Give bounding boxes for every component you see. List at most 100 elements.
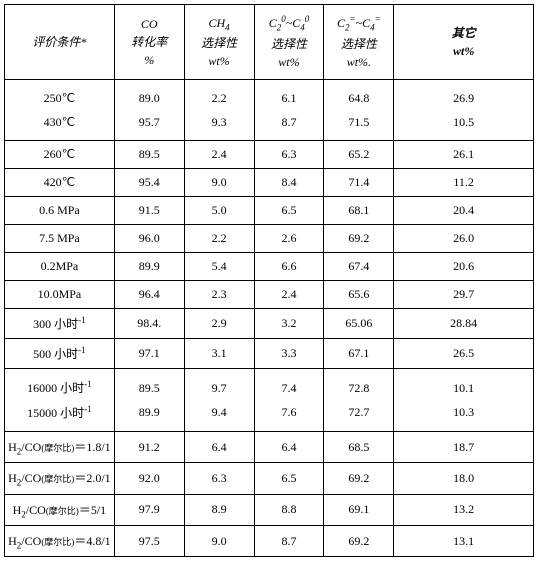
header-c2c4-0: C20~C40 选择性 wt% bbox=[254, 5, 324, 80]
cell-other: 18.7 bbox=[394, 431, 534, 462]
h5-l1: 其它 bbox=[452, 26, 476, 40]
cell-c24-eq: 68.1 bbox=[324, 196, 394, 224]
cell-co: 95.4 bbox=[114, 168, 184, 196]
cell-condition: 420℃ bbox=[5, 168, 115, 196]
header-row: 评价条件* CO 转化率 % CH4 选择性 wt% C20~C40 选择性 w… bbox=[5, 5, 534, 80]
cell-c24-eq: 69.2 bbox=[324, 526, 394, 557]
cell-other: 29.7 bbox=[394, 280, 534, 308]
table-row: 0.6 MPa91.55.06.568.120.4 bbox=[5, 196, 534, 224]
header-condition: 评价条件* bbox=[5, 5, 115, 80]
cell-c24-eq: 65.6 bbox=[324, 280, 394, 308]
table-row: H2/CO(摩尔比)＝2.0/192.06.36.569.218.0 bbox=[5, 463, 534, 494]
h3-l2: 选择性 bbox=[271, 37, 307, 51]
table-row: 250℃430℃89.095.72.29.36.18.764.871.526.9… bbox=[5, 79, 534, 140]
table-row: H2/CO(摩尔比)＝5/197.98.98.869.113.2 bbox=[5, 494, 534, 525]
cell-c24-0: 3.2 bbox=[254, 308, 324, 338]
cell-ch4: 2.3 bbox=[184, 280, 254, 308]
h4-l3: wt%. bbox=[347, 55, 371, 69]
cell-ch4: 3.1 bbox=[184, 338, 254, 368]
header-ch4-sub: 4 bbox=[225, 22, 230, 32]
header-co-l2: 转化率 bbox=[131, 35, 167, 49]
cell-condition: 7.5 MPa bbox=[5, 224, 115, 252]
cell-condition: 500 小时-1 bbox=[5, 338, 115, 368]
cell-c24-0: 6.5 bbox=[254, 463, 324, 494]
cell-c24-0: 8.8 bbox=[254, 494, 324, 525]
cell-condition: H2/CO(摩尔比)＝1.8/1 bbox=[5, 431, 115, 462]
cell-other: 26.0 bbox=[394, 224, 534, 252]
table-row: 16000 小时-115000 小时-189.589.99.79.47.47.6… bbox=[5, 368, 534, 431]
cell-co: 97.1 bbox=[114, 338, 184, 368]
h3-pre: C bbox=[269, 16, 277, 30]
cell-ch4: 9.0 bbox=[184, 168, 254, 196]
cell-c24-eq: 69.2 bbox=[324, 224, 394, 252]
cell-co: 91.5 bbox=[114, 196, 184, 224]
cell-condition: H2/CO(摩尔比)＝5/1 bbox=[5, 494, 115, 525]
cell-condition: 300 小时-1 bbox=[5, 308, 115, 338]
header-other: 其它 wt% bbox=[394, 5, 534, 80]
header-co-l1: CO bbox=[141, 17, 158, 31]
data-table: 评价条件* CO 转化率 % CH4 选择性 wt% C20~C40 选择性 w… bbox=[4, 4, 534, 557]
cell-condition: 10.0MPa bbox=[5, 280, 115, 308]
cell-c24-0: 6.5 bbox=[254, 196, 324, 224]
cell-co: 98.4. bbox=[114, 308, 184, 338]
cell-other: 10.110.3 bbox=[394, 368, 534, 431]
header-co-l3: % bbox=[144, 53, 154, 67]
cell-c24-0: 2.4 bbox=[254, 280, 324, 308]
cell-c24-0: 8.4 bbox=[254, 168, 324, 196]
cell-c24-eq: 72.872.7 bbox=[324, 368, 394, 431]
cell-c24-eq: 69.2 bbox=[324, 463, 394, 494]
header-ch4-l2: 选择性 bbox=[201, 36, 237, 50]
table-row: 7.5 MPa96.02.22.669.226.0 bbox=[5, 224, 534, 252]
cell-c24-eq: 65.2 bbox=[324, 140, 394, 168]
header-ch4-l3: wt% bbox=[208, 54, 229, 68]
cell-ch4: 5.0 bbox=[184, 196, 254, 224]
cell-ch4: 6.3 bbox=[184, 463, 254, 494]
cell-ch4: 8.9 bbox=[184, 494, 254, 525]
cell-condition: 260℃ bbox=[5, 140, 115, 168]
header-condition-label: 评价条件* bbox=[32, 35, 86, 49]
cell-c24-0: 8.7 bbox=[254, 526, 324, 557]
header-c2c4-eq: C2=~C4= 选择性 wt%. bbox=[324, 5, 394, 80]
cell-ch4: 2.4 bbox=[184, 140, 254, 168]
h4-sup2: = bbox=[375, 14, 381, 24]
cell-c24-eq: 71.4 bbox=[324, 168, 394, 196]
h3-l3: wt% bbox=[278, 55, 299, 69]
cell-other: 28.84 bbox=[394, 308, 534, 338]
cell-co: 89.5 bbox=[114, 140, 184, 168]
cell-other: 13.2 bbox=[394, 494, 534, 525]
cell-other: 20.4 bbox=[394, 196, 534, 224]
h4-pre: C bbox=[337, 16, 345, 30]
cell-co: 89.9 bbox=[114, 252, 184, 280]
table-row: 10.0MPa96.42.32.465.629.7 bbox=[5, 280, 534, 308]
table-row: 500 小时-197.13.13.367.126.5 bbox=[5, 338, 534, 368]
cell-co: 96.4 bbox=[114, 280, 184, 308]
cell-condition: H2/CO(摩尔比)＝2.0/1 bbox=[5, 463, 115, 494]
cell-c24-0: 3.3 bbox=[254, 338, 324, 368]
cell-co: 96.0 bbox=[114, 224, 184, 252]
cell-co: 89.095.7 bbox=[114, 79, 184, 140]
table-row: 260℃89.52.46.365.226.1 bbox=[5, 140, 534, 168]
cell-c24-0: 6.6 bbox=[254, 252, 324, 280]
cell-condition: 0.6 MPa bbox=[5, 196, 115, 224]
h3-sup2: 0 bbox=[305, 14, 310, 24]
h3-mid: ~C bbox=[286, 16, 301, 30]
cell-c24-eq: 68.5 bbox=[324, 431, 394, 462]
cell-condition: H2/CO(摩尔比)＝4.8/1 bbox=[5, 526, 115, 557]
cell-c24-0: 6.3 bbox=[254, 140, 324, 168]
cell-condition: 16000 小时-115000 小时-1 bbox=[5, 368, 115, 431]
cell-c24-eq: 65.06 bbox=[324, 308, 394, 338]
cell-other: 11.2 bbox=[394, 168, 534, 196]
cell-ch4: 2.9 bbox=[184, 308, 254, 338]
cell-c24-eq: 67.1 bbox=[324, 338, 394, 368]
cell-condition: 0.2MPa bbox=[5, 252, 115, 280]
cell-c24-eq: 69.1 bbox=[324, 494, 394, 525]
h5-l2: wt% bbox=[453, 44, 474, 58]
cell-co: 92.0 bbox=[114, 463, 184, 494]
cell-ch4: 2.2 bbox=[184, 224, 254, 252]
cell-c24-eq: 64.871.5 bbox=[324, 79, 394, 140]
header-co-conversion: CO 转化率 % bbox=[114, 5, 184, 80]
cell-ch4: 9.0 bbox=[184, 526, 254, 557]
cell-ch4: 6.4 bbox=[184, 431, 254, 462]
cell-co: 97.9 bbox=[114, 494, 184, 525]
cell-ch4: 9.79.4 bbox=[184, 368, 254, 431]
